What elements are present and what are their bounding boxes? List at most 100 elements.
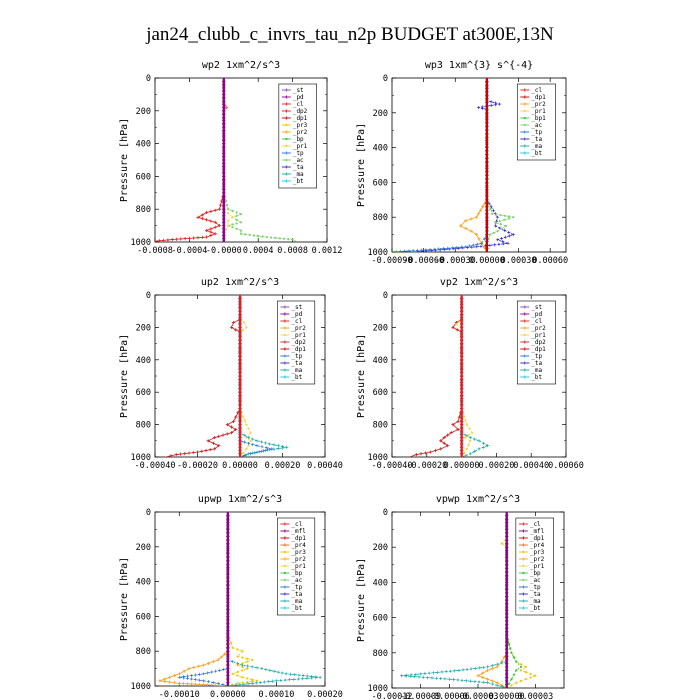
series-point [505,545,509,549]
series-point [242,440,246,444]
series-point [238,322,242,326]
series-point [239,232,243,235]
series-point [222,230,226,234]
legend-entry: _pr1 [293,143,308,150]
series-point [522,564,525,568]
legend-entry: _pr1 [530,563,545,570]
series-point [217,224,222,228]
legend-entry: _bt [293,178,304,185]
legend-entry: _pd [531,311,542,318]
figure-title: jan24_clubb_c_invrs_tau_n2p BUDGET at300… [145,24,554,45]
legend-entry: _cl [293,101,304,108]
series-point [248,233,251,236]
series-point [238,316,242,320]
series-point [222,79,226,83]
series-point [434,676,438,680]
series-point [235,214,238,217]
series-point [465,447,468,450]
series-point [222,155,226,159]
legend-entry: _ta [530,591,541,598]
series-point [285,158,288,162]
series-point [505,605,509,609]
series-point [524,678,527,681]
series-point [485,163,489,167]
series-point [495,213,498,216]
series-point [460,393,464,398]
legend-entry: _ma [293,171,304,178]
series-point [222,204,226,208]
series-point [523,116,526,120]
series-line-dp2 [409,295,462,457]
y-tick-label: 200 [373,323,388,333]
series-point [505,601,509,606]
series-point [239,221,243,224]
series-line-tp [179,512,229,686]
series-point [305,676,309,680]
legend-entry: _pr4 [530,542,545,549]
series-point [238,377,242,381]
x-tick-label: 0.00060 [548,461,584,471]
series-point [251,437,255,441]
y-tick-label: 1000 [131,682,151,692]
series-line-cl [155,78,227,242]
y-tick-label: 800 [136,647,151,657]
legend-entry: _dp2 [293,108,308,115]
series-point [523,326,527,330]
series-point [272,447,276,451]
series-point [226,607,230,612]
series-point [505,675,509,680]
series-point [474,245,478,249]
series-point [489,207,492,211]
series-point [460,406,464,410]
series-point [485,677,490,681]
series-point [485,668,490,672]
series-point [222,92,226,96]
x-tick-label: -0.00090 [372,256,413,266]
series-point [231,223,234,226]
series-point [260,445,264,449]
legend-entry: _ac [530,577,541,584]
series-point [457,668,461,672]
series-point [206,661,211,665]
series-point [460,419,464,423]
series-point [473,666,477,670]
series-point [473,437,477,441]
series-point [501,242,506,246]
legend-entry: _pr3 [291,549,306,556]
y-tick-label: 600 [373,388,388,398]
series-point [226,593,230,598]
series-point [226,673,230,678]
legend-entry: _tp [530,584,541,591]
legend-entry: _ma [291,598,302,605]
series-point [238,410,242,414]
series-point [449,431,453,435]
series-point [523,144,527,148]
series-point [459,245,463,249]
series-point [238,342,242,346]
series-point [460,432,464,436]
series-point [222,168,226,172]
series-point [238,403,242,407]
series-point [226,677,230,681]
series-point [452,247,456,251]
series-point [227,219,230,222]
series-point [468,427,471,430]
series-point [238,455,242,457]
series-point [242,433,246,437]
series-point [481,680,485,684]
series-point [238,442,242,446]
series-point [469,439,472,442]
series-point [489,103,493,108]
series-point [226,538,230,542]
series-point [239,213,243,216]
series-point [460,435,464,440]
series-point [297,673,301,677]
series-point [213,232,217,236]
legend-entry: _bp [291,570,302,577]
series-point [243,453,247,457]
series-point [309,676,313,680]
legend-entry: _cl [530,521,541,528]
series-point [432,247,436,251]
series-point [485,107,489,111]
series-point [282,237,286,240]
